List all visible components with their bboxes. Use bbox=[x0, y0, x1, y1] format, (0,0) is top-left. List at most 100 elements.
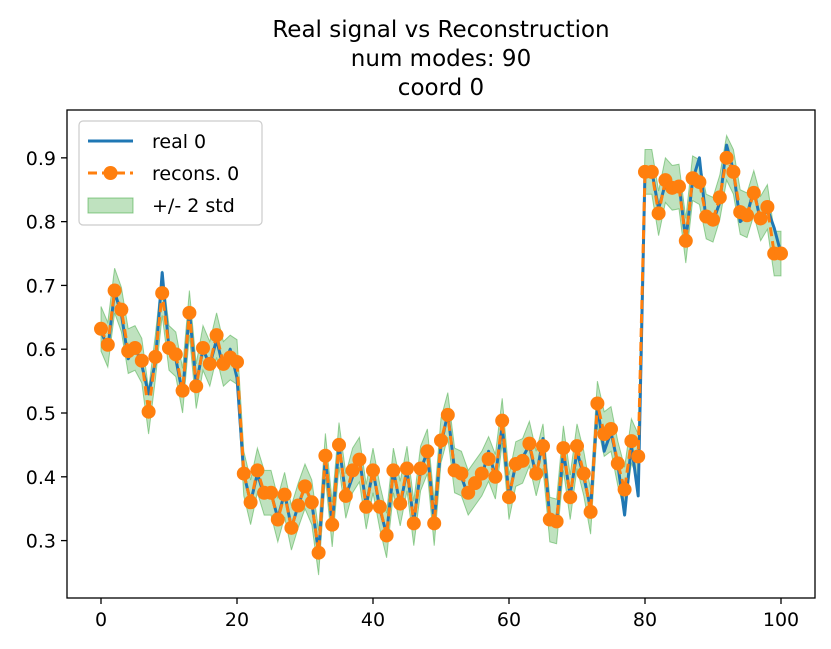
recons-point bbox=[318, 448, 333, 463]
recons-point bbox=[264, 485, 278, 500]
recons-point bbox=[672, 179, 686, 194]
legend-label-band: +/- 2 std bbox=[152, 195, 235, 217]
recons-point bbox=[502, 490, 516, 505]
recons-point bbox=[243, 495, 258, 510]
recons-point bbox=[134, 353, 149, 368]
recons-point bbox=[94, 321, 108, 336]
recons-point bbox=[536, 439, 550, 454]
recons-point bbox=[352, 452, 367, 467]
recons-point bbox=[209, 328, 224, 343]
recons-point bbox=[692, 175, 707, 190]
recons-point bbox=[495, 413, 510, 428]
recons-point bbox=[631, 449, 646, 464]
recons-point bbox=[372, 499, 387, 514]
y-tick-label: 0.9 bbox=[26, 148, 56, 170]
recons-point bbox=[746, 185, 761, 200]
recons-point bbox=[740, 208, 754, 223]
recons-point bbox=[270, 512, 285, 527]
recons-point bbox=[338, 488, 353, 503]
recons-point bbox=[114, 302, 129, 317]
legend: real 0 recons. 0 +/- 2 std bbox=[78, 120, 263, 226]
recons-point bbox=[128, 340, 142, 355]
recons-point bbox=[291, 498, 306, 513]
recons-point bbox=[481, 451, 496, 466]
legend-swatch-recons-marker bbox=[103, 166, 118, 180]
y-tick-label: 0.3 bbox=[26, 531, 56, 553]
recons-point bbox=[556, 441, 571, 456]
recons-point bbox=[107, 283, 122, 298]
recons-point bbox=[155, 286, 170, 301]
x-tick-label: 20 bbox=[225, 609, 249, 631]
recons-point bbox=[277, 487, 292, 502]
recons-point bbox=[236, 466, 251, 481]
recons-point bbox=[488, 469, 503, 484]
recons-point bbox=[529, 466, 544, 481]
recons-point bbox=[406, 516, 421, 531]
chart-title-line-2: num modes: 90 bbox=[351, 46, 531, 72]
x-tick-label: 60 bbox=[497, 609, 521, 631]
recons-point bbox=[250, 463, 265, 478]
recons-point bbox=[760, 199, 775, 214]
recons-point bbox=[359, 499, 374, 514]
recons-point bbox=[379, 528, 394, 543]
recons-point bbox=[196, 340, 210, 355]
y-tick-label: 0.8 bbox=[26, 212, 56, 234]
y-tick-label: 0.7 bbox=[26, 275, 56, 297]
recons-point bbox=[230, 354, 244, 369]
recons-point bbox=[583, 504, 598, 519]
recons-point bbox=[311, 545, 326, 560]
x-tick-label: 40 bbox=[361, 609, 385, 631]
recons-point bbox=[304, 495, 319, 510]
x-tick-label: 80 bbox=[633, 609, 657, 631]
recons-point bbox=[440, 407, 455, 422]
recons-point bbox=[590, 396, 605, 411]
recons-point bbox=[753, 211, 768, 226]
recons-point bbox=[189, 379, 204, 394]
recons-point bbox=[427, 516, 442, 531]
plot-frame bbox=[66, 109, 816, 599]
recons-point bbox=[712, 190, 727, 205]
recons-point bbox=[549, 514, 564, 529]
recons-point bbox=[100, 337, 115, 352]
recons-point bbox=[678, 233, 693, 248]
chart-title-line-1: Real signal vs Reconstruction bbox=[272, 17, 609, 43]
recons-point bbox=[604, 421, 618, 436]
legend-label-recons: recons. 0 bbox=[152, 163, 239, 185]
recons-point bbox=[644, 164, 659, 179]
recons-point bbox=[298, 479, 312, 494]
chart-title: Real signal vs Reconstruction num modes:… bbox=[272, 17, 609, 101]
recons-point bbox=[345, 463, 360, 478]
axes: 0 20 40 60 80 100 0.3 0.4 0.5 0.6 0.7 0.8 0.9 bbox=[26, 109, 816, 631]
recons-point bbox=[168, 347, 183, 362]
recons-point bbox=[182, 305, 197, 320]
recons-point bbox=[522, 436, 537, 451]
recons-point bbox=[774, 246, 788, 261]
recons-point bbox=[202, 356, 217, 371]
y-tick-label: 0.6 bbox=[26, 339, 56, 361]
recons-point bbox=[570, 439, 584, 454]
recons-point bbox=[624, 434, 639, 449]
recons-point bbox=[393, 496, 408, 511]
recons-point bbox=[617, 482, 632, 497]
recons-point bbox=[366, 463, 380, 478]
legend-label-real: real 0 bbox=[152, 131, 206, 153]
recons-point bbox=[726, 164, 741, 179]
recons-point bbox=[284, 520, 299, 535]
recons-point bbox=[515, 453, 530, 468]
recons-point bbox=[434, 433, 448, 448]
y-tick-label: 0.5 bbox=[26, 403, 56, 425]
recons-point bbox=[400, 461, 414, 476]
recons-point bbox=[610, 456, 625, 471]
x-tick-label: 0 bbox=[95, 609, 107, 631]
recons-point bbox=[474, 466, 489, 481]
recons-point bbox=[332, 437, 346, 452]
recons-point bbox=[563, 490, 578, 505]
recons-point bbox=[141, 404, 156, 419]
recons-series-layer bbox=[94, 150, 788, 560]
legend-swatch-band bbox=[87, 197, 134, 214]
y-tick-label: 0.4 bbox=[26, 467, 56, 489]
recons-point bbox=[386, 463, 401, 478]
x-tick-label: 100 bbox=[763, 609, 799, 631]
